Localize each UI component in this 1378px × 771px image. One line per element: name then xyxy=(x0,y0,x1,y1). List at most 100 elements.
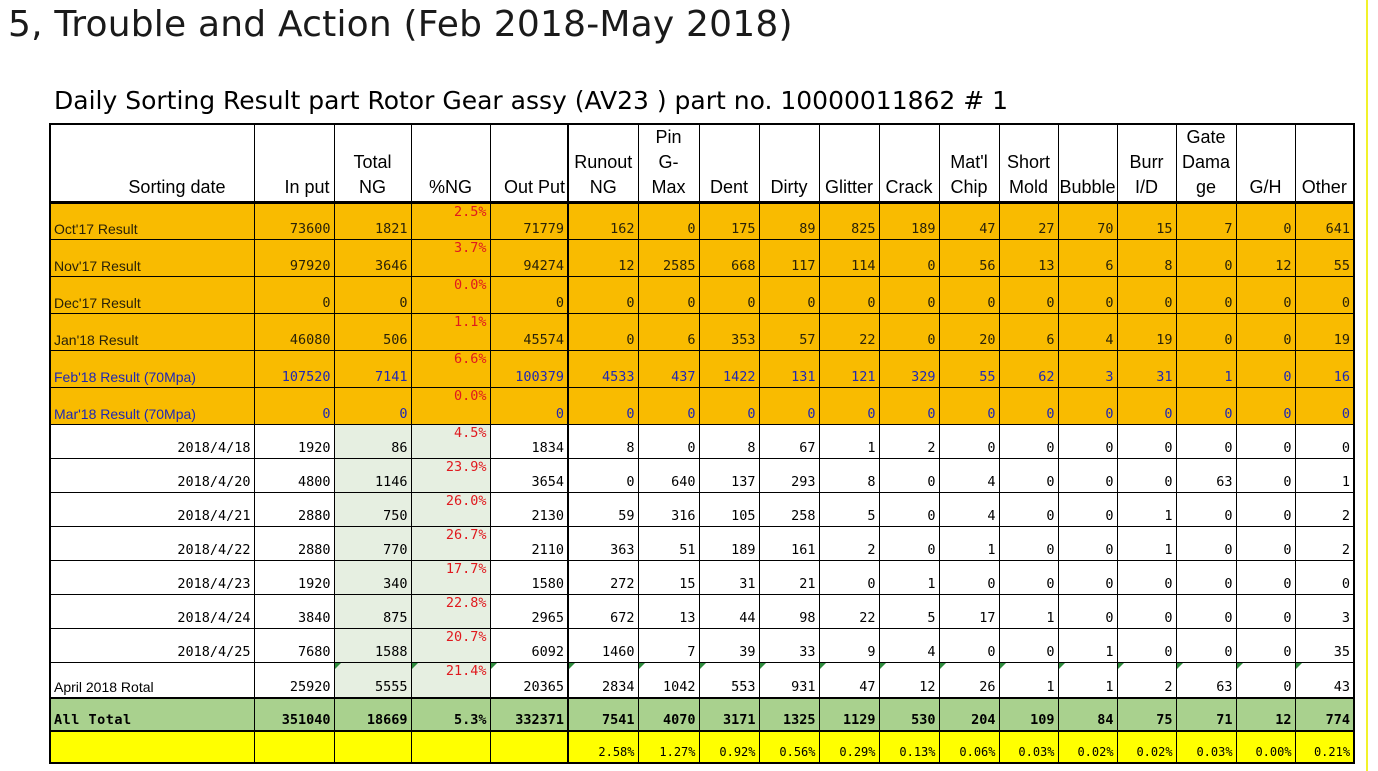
cell-value: 1 xyxy=(1224,369,1233,385)
cell-value: 0 xyxy=(1105,542,1114,558)
cell-bubble: 0 xyxy=(1057,594,1118,629)
header-text: Sorting date xyxy=(128,177,226,197)
cell-other: 774 xyxy=(1294,696,1355,732)
cell-value: 0 xyxy=(1283,610,1292,626)
cell-value: 1834 xyxy=(531,440,564,456)
cell-ng: 2.5% xyxy=(410,202,491,240)
cell-pin-g-max: 2585 xyxy=(637,239,700,277)
cell-value: 109 xyxy=(1030,711,1055,728)
cell-value: 17.7% xyxy=(445,561,487,578)
cell-crack: 1 xyxy=(878,560,940,595)
cell-value: 770 xyxy=(383,542,408,558)
cell-value: 26.0% xyxy=(445,493,487,510)
cell-gate-damage: 71 xyxy=(1175,696,1237,732)
cell-value: 0 xyxy=(867,406,876,422)
cell-ng xyxy=(410,730,491,763)
cell-pin-g-max: 13 xyxy=(637,594,700,629)
cell-total-ng: 7141 xyxy=(333,350,412,388)
row-label: Dec'17 Result xyxy=(49,276,255,314)
cell-value: 672 xyxy=(610,610,635,626)
cell-value: 0 xyxy=(1283,332,1292,348)
cell-value: 0 xyxy=(1224,576,1233,592)
cell-value: 0 xyxy=(1341,576,1351,592)
cell-other: 16 xyxy=(1294,350,1355,388)
cell-dent: 3171 xyxy=(698,696,760,732)
cell-value: 931 xyxy=(791,678,816,695)
cell-crack: 329 xyxy=(878,350,940,388)
cell-in-put: 25920 xyxy=(253,662,335,698)
cell-value: 7 xyxy=(687,644,696,660)
cell-gate-damage: 1 xyxy=(1175,350,1237,388)
cell-crack: 0 xyxy=(878,458,940,493)
cell-out-put: 94274 xyxy=(489,239,569,277)
cell-value: 4 xyxy=(927,644,936,660)
cell-value: 2 xyxy=(1341,508,1351,524)
cell-value: 98 xyxy=(799,610,816,626)
cell-value: 0 xyxy=(1283,576,1292,592)
cell-glitter: 825 xyxy=(818,202,880,240)
note-marker-icon xyxy=(820,663,826,669)
cell-value: 63 xyxy=(1216,474,1233,490)
cell-value: 15 xyxy=(1156,221,1173,237)
cell-ng: 20.7% xyxy=(410,628,491,663)
cell-runout-ng: 0 xyxy=(567,276,639,314)
cell-value: 0 xyxy=(1283,295,1292,311)
cell-value: 94274 xyxy=(523,258,564,274)
cell-value: 57 xyxy=(799,332,816,348)
cell-gate-damage: 0 xyxy=(1175,387,1237,425)
cell-value: 13 xyxy=(1038,258,1055,274)
cell-value: 8 xyxy=(626,440,635,456)
row-label: Feb'18 Result (70Mpa) xyxy=(49,350,255,388)
cell-total-ng: 0 xyxy=(333,276,412,314)
cell-value: 23.9% xyxy=(445,459,487,476)
cell-value: 2 xyxy=(1341,542,1351,558)
cell-out-put: 332371 xyxy=(489,696,569,732)
cell-pin-g-max: 4070 xyxy=(637,696,700,732)
cell-pin-g-max: 51 xyxy=(637,526,700,561)
cell-value: 44 xyxy=(739,610,756,626)
cell-pin-g-max: 0 xyxy=(637,202,700,240)
cell-value: 2585 xyxy=(662,258,696,274)
cell-short-mold: 0 xyxy=(998,424,1059,459)
cell-runout-ng: 59 xyxy=(567,492,639,527)
cell-glitter: 5 xyxy=(818,492,880,527)
row-label: Nov'17 Result xyxy=(49,239,255,277)
cell-value: 1.1% xyxy=(453,314,487,331)
cell-value: 1325 xyxy=(782,711,816,728)
cell-value: 1 xyxy=(1164,542,1173,558)
header-text: Other xyxy=(1301,177,1347,197)
cell-value: 0.02% xyxy=(1136,744,1173,759)
header-text: Dama xyxy=(1182,152,1231,172)
cell-value: 12 xyxy=(919,678,936,695)
cell-value: 1 xyxy=(987,542,996,558)
cell-value: 4533 xyxy=(601,369,635,385)
cell-value: 5555 xyxy=(374,678,408,695)
cell-in-put: 46080 xyxy=(253,313,335,351)
header-dent: Dent xyxy=(698,123,760,204)
header-dirty: Dirty xyxy=(758,123,820,204)
cell-dirty: 98 xyxy=(758,594,820,629)
cell-g-h: 0 xyxy=(1235,424,1296,459)
cell-mat-l-chip: 0 xyxy=(938,560,1000,595)
cell-out-put xyxy=(489,730,569,763)
cell-short-mold: 0 xyxy=(998,458,1059,493)
cell-total-ng: 770 xyxy=(333,526,412,561)
cell-value: 0 xyxy=(747,406,756,422)
cell-burr-i-d: 1 xyxy=(1116,526,1177,561)
cell-dent: 1422 xyxy=(698,350,760,388)
cell-value: 0 xyxy=(1105,295,1114,311)
cell-burr-i-d: 0 xyxy=(1116,276,1177,314)
cell-short-mold: 0 xyxy=(998,628,1059,663)
cell-bubble: 0.02% xyxy=(1057,730,1118,763)
cell-dirty: 117 xyxy=(758,239,820,277)
cell-mat-l-chip: 0 xyxy=(938,276,1000,314)
cell-total-ng: 18669 xyxy=(333,696,412,732)
cell-value: 0 xyxy=(1224,440,1233,456)
cell-value: 4 xyxy=(1105,332,1114,348)
cell-out-put: 6092 xyxy=(489,628,569,663)
cell-value: 1920 xyxy=(297,576,331,592)
cell-value: 1 xyxy=(1046,610,1055,626)
cell-mat-l-chip: 0 xyxy=(938,387,1000,425)
cell-total-ng xyxy=(333,730,412,763)
cell-value: 0.06% xyxy=(959,744,996,759)
